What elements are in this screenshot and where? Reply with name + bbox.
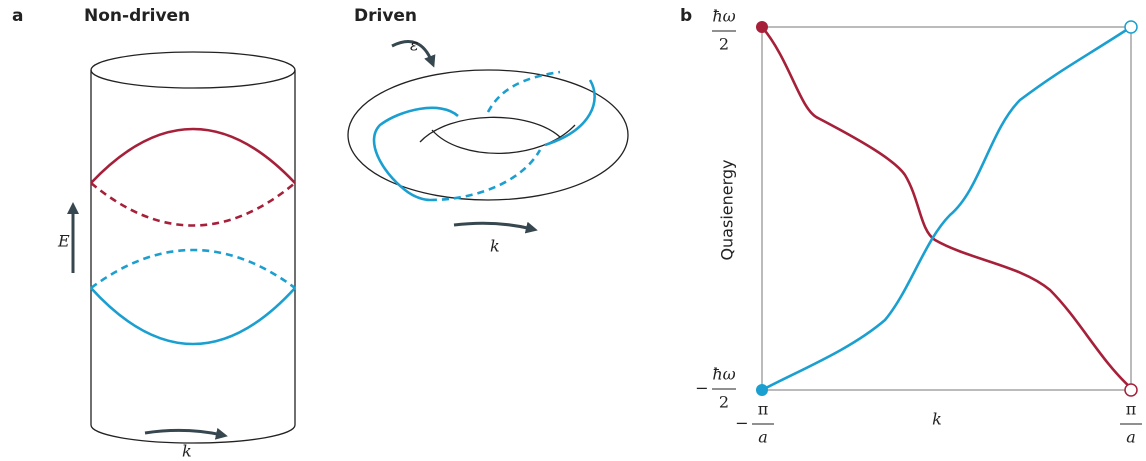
momentum-arrow: [453, 221, 538, 234]
endpoint: [1124, 20, 1138, 34]
panel-label: a: [12, 6, 23, 26]
torus-outer: [347, 69, 629, 201]
panel-label: b: [680, 6, 692, 26]
axis-label: E: [57, 232, 70, 251]
band-lower: [90, 287, 296, 346]
endpoint: [756, 384, 768, 396]
panel-b: b ħω 2 − ħω 2 − π a π a k Quasienergy: [680, 6, 1142, 447]
axis-label: k: [182, 442, 192, 461]
endpoint: [1124, 383, 1138, 397]
band-upper: [90, 127, 296, 184]
band-upper-back: [90, 182, 296, 227]
cylinder-top: [90, 51, 296, 89]
tick-numerator: ħω: [712, 7, 735, 26]
x-axis-title: k: [932, 410, 942, 429]
band-front: [544, 79, 596, 147]
band-lower-back: [90, 248, 296, 290]
axis-label: k: [490, 237, 500, 256]
band-back: [486, 70, 561, 113]
panel-title: Driven: [354, 6, 417, 26]
torus-hole: [431, 124, 576, 155]
tick-numerator: π: [1126, 400, 1137, 419]
tick-denominator: 2: [719, 35, 729, 54]
tick-numerator: π: [758, 400, 769, 419]
cylinder-bottom: [90, 424, 296, 444]
tick-denominator: 2: [719, 393, 729, 412]
plot-frame: [761, 26, 1132, 391]
band-front: [372, 106, 459, 202]
tick-sign: −: [695, 379, 708, 398]
tick-denominator: a: [1126, 428, 1136, 447]
axis-label: ε: [410, 36, 419, 55]
tick-sign: −: [735, 414, 748, 433]
quasienergy-arrow: [391, 40, 436, 68]
band-back: [429, 149, 542, 202]
endpoint: [756, 21, 768, 33]
torus-hole: [419, 116, 561, 143]
band-red: [761, 26, 1132, 389]
band-blue: [761, 25, 1132, 392]
tick-numerator: ħω: [712, 365, 735, 384]
momentum-arrow: [144, 427, 228, 440]
y-axis-title: Quasienergy: [718, 159, 737, 260]
panel-a: a Non-driven E k Driven ε k: [12, 6, 629, 461]
tick-denominator: a: [758, 428, 768, 447]
panel-title: Non-driven: [84, 6, 190, 26]
